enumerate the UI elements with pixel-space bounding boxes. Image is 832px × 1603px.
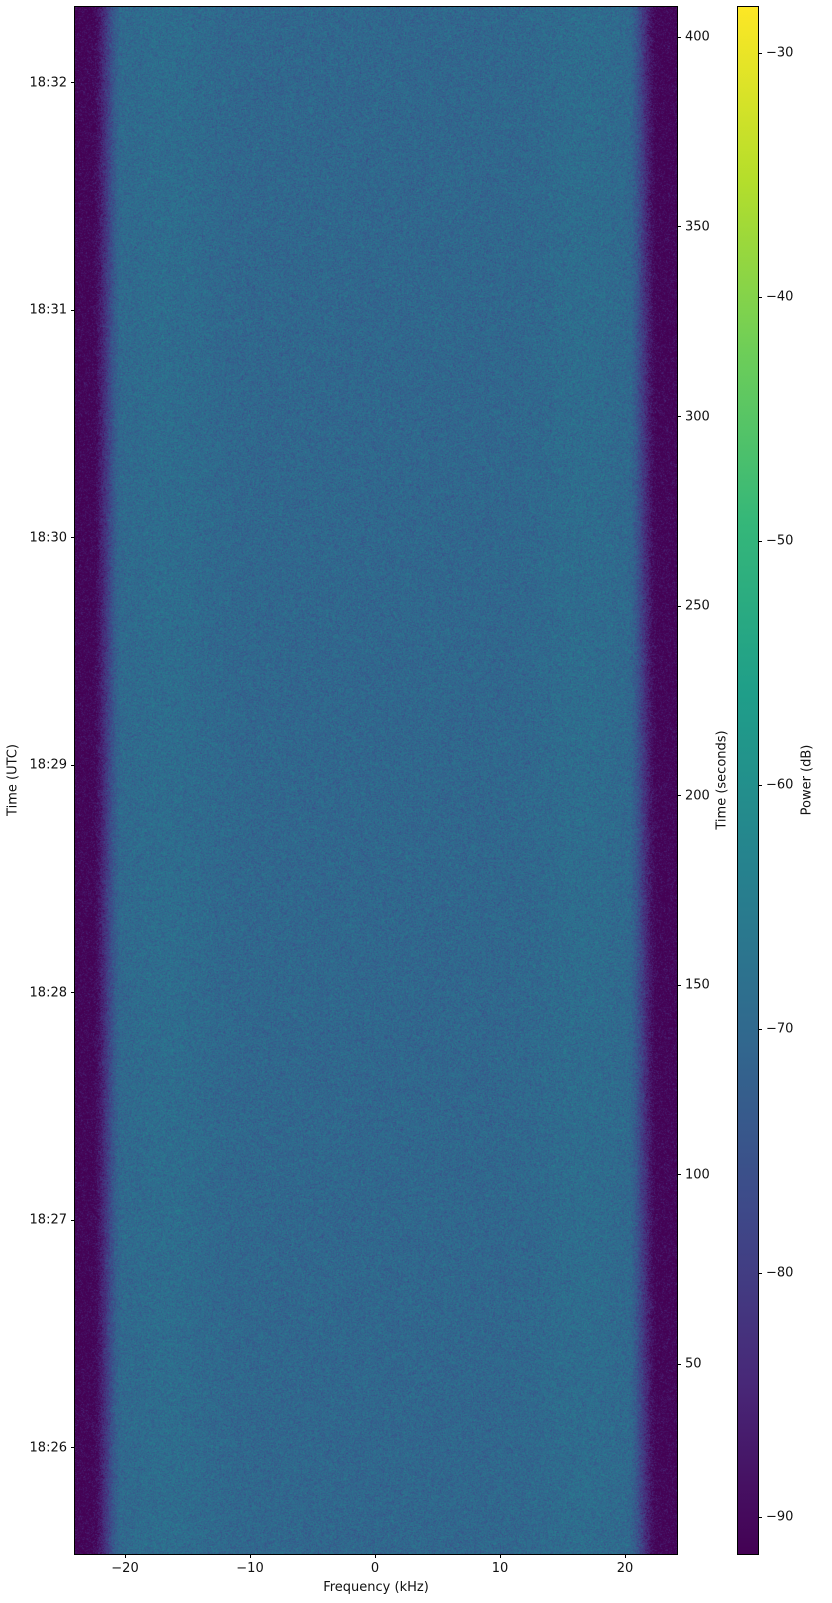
colorbar-tick-mark bbox=[758, 1272, 762, 1274]
utc-tick-label: 18:32 bbox=[29, 75, 67, 91]
colorbar-tick-label: −40 bbox=[766, 289, 794, 305]
x-tick-label: 0 bbox=[370, 1561, 380, 1576]
colorbar-tick-label: −80 bbox=[766, 1265, 794, 1281]
x-tick-label: 20 bbox=[616, 1561, 634, 1576]
seconds-tick-mark bbox=[677, 36, 681, 38]
colorbar-label: Power (dB) bbox=[799, 744, 815, 816]
x-tick-mark bbox=[624, 1554, 626, 1558]
colorbar-tick-mark bbox=[758, 52, 762, 54]
seconds-tick-label: 150 bbox=[685, 977, 710, 993]
seconds-tick-mark bbox=[677, 984, 681, 986]
seconds-tick-mark bbox=[677, 416, 681, 417]
colorbar-tick-label: −90 bbox=[766, 1509, 794, 1525]
seconds-tick-mark bbox=[677, 226, 681, 228]
y-axis-label-seconds: Time (seconds) bbox=[714, 730, 730, 830]
colorbar-tick-label: −50 bbox=[766, 533, 794, 549]
colorbar-tick-mark bbox=[758, 1516, 762, 1518]
colorbar bbox=[737, 6, 759, 1555]
utc-tick-label: 18:28 bbox=[29, 985, 67, 1001]
colorbar-tick-label: −60 bbox=[766, 777, 794, 793]
utc-tick-mark bbox=[71, 992, 75, 994]
x-tick-label: 10 bbox=[491, 1561, 509, 1576]
x-tick-mark bbox=[249, 1554, 251, 1558]
x-tick-label: −20 bbox=[111, 1561, 139, 1576]
utc-tick-mark bbox=[71, 1447, 75, 1449]
seconds-tick-label: 350 bbox=[685, 219, 710, 235]
utc-tick-mark bbox=[71, 537, 75, 539]
x-tick-mark bbox=[499, 1554, 501, 1558]
utc-tick-mark bbox=[71, 1219, 75, 1221]
seconds-tick-label: 200 bbox=[685, 788, 710, 804]
colorbar-tick-mark bbox=[758, 1028, 762, 1030]
utc-tick-mark bbox=[71, 764, 75, 766]
seconds-tick-mark bbox=[677, 605, 681, 607]
spectrogram-canvas bbox=[75, 7, 677, 1554]
utc-tick-mark bbox=[71, 309, 75, 311]
colorbar-tick-label: −70 bbox=[766, 1021, 794, 1037]
seconds-tick-mark bbox=[677, 1363, 681, 1365]
seconds-tick-mark bbox=[677, 795, 681, 797]
x-tick-mark bbox=[124, 1554, 126, 1558]
y-axis-label-utc: Time (UTC) bbox=[5, 744, 21, 816]
x-tick-mark bbox=[374, 1554, 376, 1558]
colorbar-tick-mark bbox=[758, 540, 762, 542]
utc-tick-label: 18:29 bbox=[29, 757, 67, 773]
seconds-tick-label: 50 bbox=[685, 1356, 702, 1372]
colorbar-tick-label: −30 bbox=[766, 45, 794, 61]
seconds-tick-label: 400 bbox=[685, 29, 710, 45]
utc-tick-mark bbox=[71, 82, 75, 84]
x-tick-label: −10 bbox=[236, 1561, 264, 1576]
utc-tick-label: 18:26 bbox=[29, 1440, 67, 1456]
spectrogram-plot bbox=[74, 6, 678, 1555]
seconds-tick-label: 250 bbox=[685, 598, 710, 614]
colorbar-tick-mark bbox=[758, 784, 762, 786]
colorbar-tick-mark bbox=[758, 296, 762, 298]
utc-tick-label: 18:27 bbox=[29, 1212, 67, 1228]
x-axis-label: Frequency (kHz) bbox=[323, 1580, 429, 1595]
utc-tick-label: 18:30 bbox=[29, 530, 67, 546]
utc-tick-label: 18:31 bbox=[29, 302, 67, 318]
seconds-tick-mark bbox=[677, 1174, 681, 1176]
seconds-tick-label: 100 bbox=[685, 1167, 710, 1183]
seconds-tick-label: 300 bbox=[685, 409, 710, 424]
